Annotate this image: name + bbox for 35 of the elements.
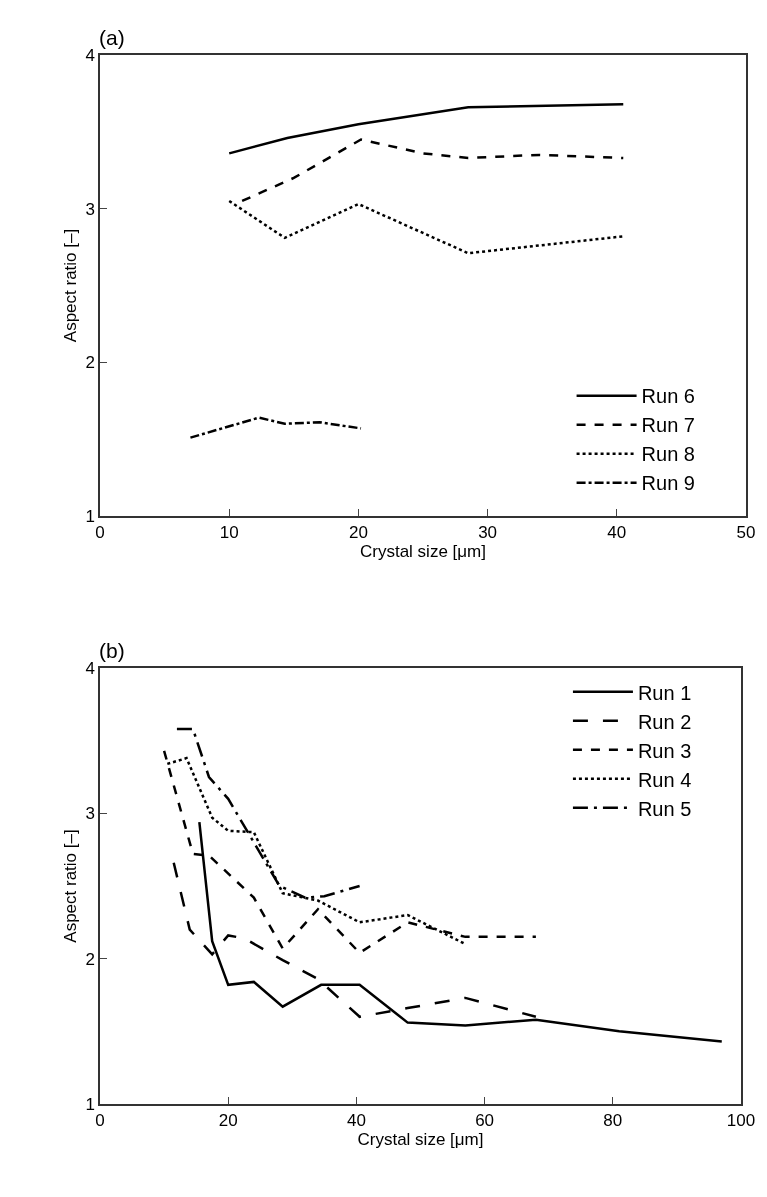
x-tick-label: 50	[736, 523, 756, 543]
x-tick-label: 20	[218, 1111, 238, 1131]
y-tick-label: 1	[85, 1094, 95, 1114]
x-tick-label: 20	[348, 523, 368, 543]
y-tick-label: 3	[85, 804, 95, 824]
legend-label: Run 6	[641, 385, 695, 408]
legend-label: Run 9	[641, 472, 695, 495]
x-tick-label: 80	[603, 1111, 623, 1131]
y-axis-title: Aspect ratio [–]	[61, 829, 81, 943]
x-tick-label: 100	[726, 1111, 756, 1131]
y-tick-label: 3	[85, 199, 95, 219]
y-tick-label: 2	[85, 353, 95, 373]
y-tick-label: 1	[85, 506, 95, 526]
y-tick-label: 2	[85, 949, 95, 969]
legend-label: Run 4	[637, 768, 692, 791]
text: (a)	[99, 26, 125, 49]
x-tick-label: 40	[346, 1111, 366, 1131]
legend-label: Run 5	[637, 797, 692, 820]
legend-label: Run 3	[637, 739, 692, 762]
text: (b)	[99, 639, 125, 662]
legend-label: Run 7	[641, 414, 695, 437]
x-tick-label: 60	[475, 1111, 495, 1131]
legend-label: Run 8	[641, 443, 695, 466]
x-tick-label: 40	[607, 523, 627, 543]
x-tick-label: 30	[478, 523, 498, 543]
legend-label: Run 1	[637, 681, 692, 704]
x-tick-label: 0	[95, 523, 105, 543]
x-tick-label: 10	[219, 523, 239, 543]
y-tick-label: 4	[85, 658, 95, 678]
x-tick-label: 0	[95, 1111, 105, 1131]
y-axis-title: Aspect ratio [–]	[61, 228, 81, 343]
x-axis-title: Crystal size [μm]	[360, 542, 486, 562]
y-tick-label: 4	[85, 45, 95, 65]
legend-label: Run 2	[637, 710, 692, 733]
x-axis-title: Crystal size [μm]	[357, 1130, 484, 1150]
